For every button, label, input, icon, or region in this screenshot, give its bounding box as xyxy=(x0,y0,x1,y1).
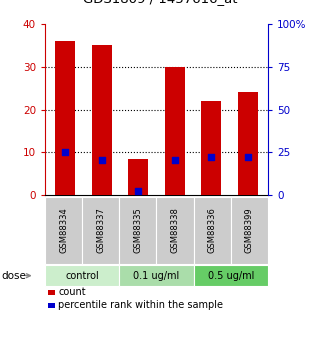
Text: GSM88399: GSM88399 xyxy=(245,207,254,253)
Point xyxy=(209,154,214,159)
Bar xyxy=(201,101,221,195)
Point xyxy=(99,157,104,163)
Point xyxy=(63,149,68,155)
Bar xyxy=(55,41,75,195)
Text: 0.1 ug/ml: 0.1 ug/ml xyxy=(133,271,180,280)
Text: 0.5 ug/ml: 0.5 ug/ml xyxy=(208,271,254,280)
Point xyxy=(136,188,141,194)
Text: count: count xyxy=(58,287,86,297)
Text: GSM88338: GSM88338 xyxy=(170,207,179,253)
Point xyxy=(172,157,177,163)
Text: dose: dose xyxy=(2,271,26,280)
Text: GSM88337: GSM88337 xyxy=(96,207,105,253)
Bar xyxy=(238,92,258,195)
Text: GSM88334: GSM88334 xyxy=(59,207,68,253)
Text: control: control xyxy=(65,271,99,280)
Bar xyxy=(165,67,185,195)
Text: percentile rank within the sample: percentile rank within the sample xyxy=(58,300,223,310)
Bar xyxy=(91,46,112,195)
Bar xyxy=(128,159,148,195)
Point xyxy=(245,154,250,159)
Text: GSM88336: GSM88336 xyxy=(208,207,217,253)
Text: GDS1809 / 1457616_at: GDS1809 / 1457616_at xyxy=(83,0,238,5)
Text: GSM88335: GSM88335 xyxy=(134,207,143,253)
